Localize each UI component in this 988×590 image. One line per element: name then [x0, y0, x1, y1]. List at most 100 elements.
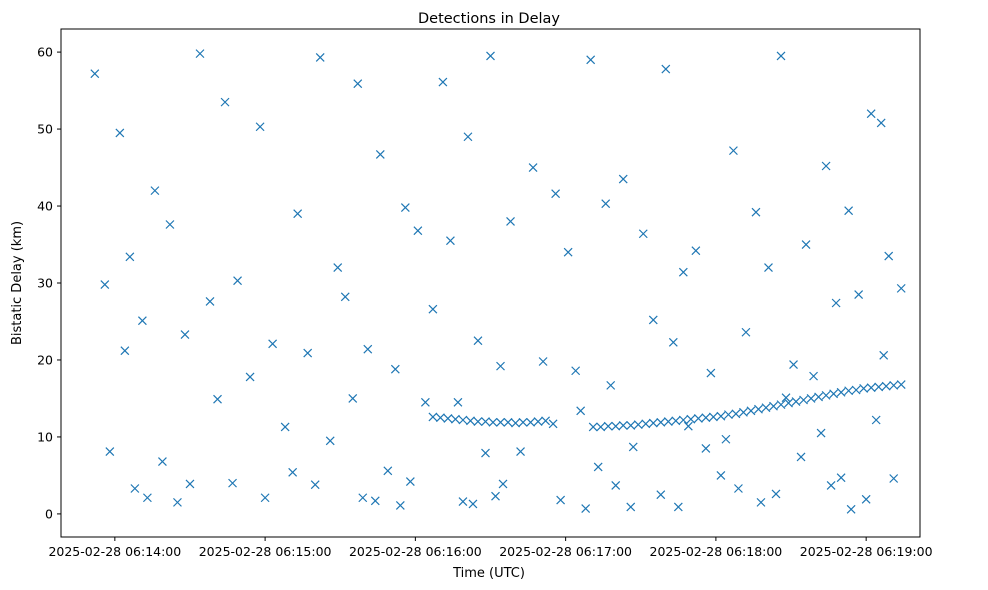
- data-point: [325, 436, 335, 446]
- data-point: [586, 55, 596, 65]
- data-point: [691, 246, 701, 256]
- y-tick-label: 30: [37, 276, 53, 291]
- data-point: [769, 401, 778, 411]
- data-point: [488, 417, 498, 427]
- data-point: [593, 462, 603, 472]
- y-tick-label: 10: [37, 429, 53, 444]
- data-point: [889, 474, 899, 483]
- data-point: [511, 418, 520, 428]
- data-point: [821, 390, 831, 400]
- data-point: [781, 393, 791, 403]
- data-point: [866, 383, 876, 393]
- data-point: [678, 415, 688, 425]
- data-point: [683, 421, 693, 431]
- data-point: [496, 361, 505, 371]
- data-point: [255, 122, 265, 132]
- data-point: [673, 502, 683, 512]
- data-point: [498, 479, 508, 489]
- data-point: [633, 420, 643, 430]
- data-point: [638, 229, 648, 239]
- data-point: [656, 490, 666, 500]
- data-point: [453, 397, 463, 407]
- data-point: [648, 315, 658, 325]
- data-point: [288, 467, 298, 477]
- data-point: [751, 207, 761, 217]
- data-point: [353, 79, 363, 89]
- data-point: [228, 478, 237, 488]
- data-point: [716, 470, 726, 480]
- data-point: [754, 404, 763, 414]
- data-point: [413, 226, 423, 236]
- data-point: [871, 415, 881, 425]
- data-point: [158, 457, 167, 466]
- data-point: [310, 480, 320, 490]
- data-point: [451, 414, 460, 424]
- data-point: [731, 409, 741, 419]
- x-tick-label: 2025-02-28 06:18:00: [650, 544, 783, 559]
- data-point: [859, 384, 869, 393]
- data-point: [303, 348, 313, 358]
- data-point: [486, 51, 495, 61]
- y-tick-label: 40: [37, 199, 53, 214]
- data-point: [829, 389, 839, 399]
- data-point: [458, 415, 468, 425]
- data-point: [363, 344, 373, 354]
- data-point: [693, 414, 703, 423]
- data-point: [438, 77, 448, 87]
- data-point: [876, 118, 886, 128]
- data-point: [701, 444, 711, 453]
- data-point: [671, 416, 681, 426]
- data-point: [723, 410, 733, 420]
- data-point: [789, 360, 798, 370]
- data-point: [528, 163, 538, 172]
- x-tick-label: 2025-02-28 06:14:00: [48, 544, 181, 559]
- y-tick-label: 0: [45, 506, 53, 521]
- data-point: [854, 290, 864, 299]
- data-point: [611, 481, 621, 490]
- data-point: [481, 417, 490, 426]
- data-point: [844, 206, 854, 216]
- data-point: [180, 330, 190, 339]
- data-point: [764, 263, 773, 273]
- x-axis: 2025-02-28 06:14:00 2025-02-28 06:15:00 20…: [48, 537, 933, 559]
- data-point: [661, 64, 671, 74]
- data-point: [618, 174, 628, 184]
- data-point: [90, 69, 100, 79]
- data-point: [120, 346, 130, 356]
- data-point: [115, 128, 125, 138]
- data-point: [548, 419, 558, 429]
- data-point: [739, 407, 748, 417]
- data-point: [516, 447, 525, 456]
- data-point: [776, 400, 786, 410]
- data-point: [100, 280, 110, 289]
- data-point: [260, 493, 270, 503]
- plot-frame: [60, 28, 921, 538]
- data-point: [130, 484, 140, 493]
- data-point: [756, 497, 766, 507]
- data-point: [784, 398, 793, 408]
- data-point: [428, 304, 438, 314]
- data-point: [220, 97, 230, 107]
- data-point: [626, 420, 636, 430]
- data-point: [706, 368, 716, 378]
- data-point: [889, 380, 899, 390]
- data-point: [233, 276, 242, 286]
- data-point: [776, 51, 786, 61]
- data-point: [280, 422, 290, 432]
- chart-title: Detections in Delay: [418, 11, 560, 27]
- data-point: [716, 411, 726, 421]
- data-point: [734, 484, 743, 493]
- y-axis: 0 10 20 30 40 50 60: [37, 45, 61, 521]
- data-point: [814, 392, 823, 402]
- data-point: [844, 386, 854, 396]
- data-point: [395, 501, 405, 510]
- data-point: [466, 416, 475, 426]
- data-point: [606, 380, 616, 390]
- data-point: [896, 380, 906, 390]
- data-point: [866, 109, 876, 119]
- data-point: [435, 413, 445, 423]
- data-point: [213, 394, 222, 404]
- data-point: [821, 161, 831, 171]
- data-point: [701, 413, 711, 423]
